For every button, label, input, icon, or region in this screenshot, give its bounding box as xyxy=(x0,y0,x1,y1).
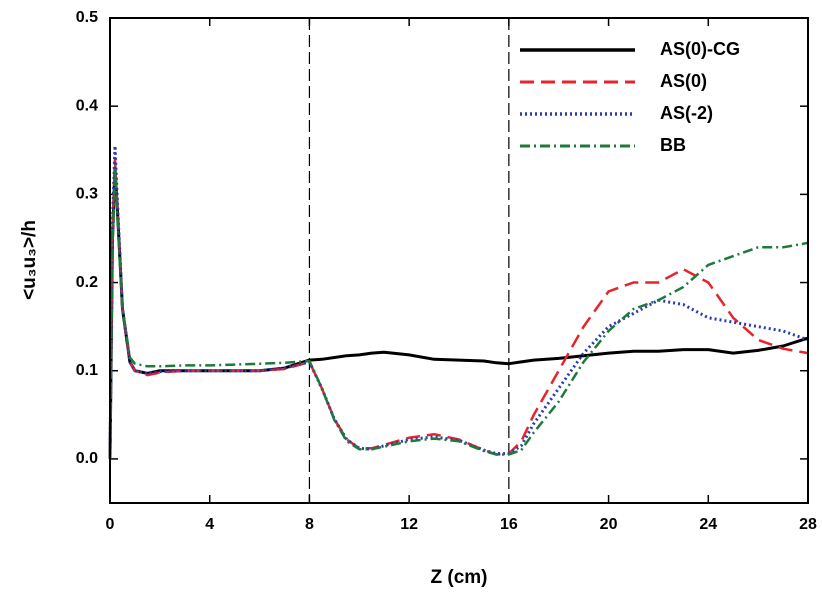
legend-label: AS(0) xyxy=(660,71,707,91)
x-tick-label: 8 xyxy=(305,516,314,533)
x-tick-label: 0 xyxy=(106,516,115,533)
x-axis-title: Z (cm) xyxy=(431,567,488,588)
legend-label: AS(-2) xyxy=(660,103,713,123)
x-tick-label: 28 xyxy=(799,516,817,533)
x-tick-label: 4 xyxy=(205,516,214,533)
plot-frame xyxy=(109,17,809,504)
x-tick-label: 12 xyxy=(400,516,418,533)
y-tick-label: 0.4 xyxy=(76,97,98,114)
legend-label: AS(0)-CG xyxy=(660,39,740,59)
series-line xyxy=(108,166,809,459)
y-tick-label: 0.5 xyxy=(76,9,98,26)
x-tick-label: 20 xyxy=(600,516,618,533)
series-line xyxy=(108,166,809,459)
y-axis-title: <u₃u₃>/h xyxy=(19,220,40,300)
x-tick-label: 16 xyxy=(500,516,518,533)
x-tick-label: 24 xyxy=(699,516,717,533)
y-tick-label: 0.2 xyxy=(76,274,98,291)
y-tick-label: 0.1 xyxy=(76,362,98,379)
legend-label: BB xyxy=(660,135,686,155)
y-tick-label: 0.0 xyxy=(76,450,98,467)
series-line xyxy=(108,157,809,459)
series-line xyxy=(108,144,809,459)
y-tick-label: 0.3 xyxy=(76,186,98,203)
